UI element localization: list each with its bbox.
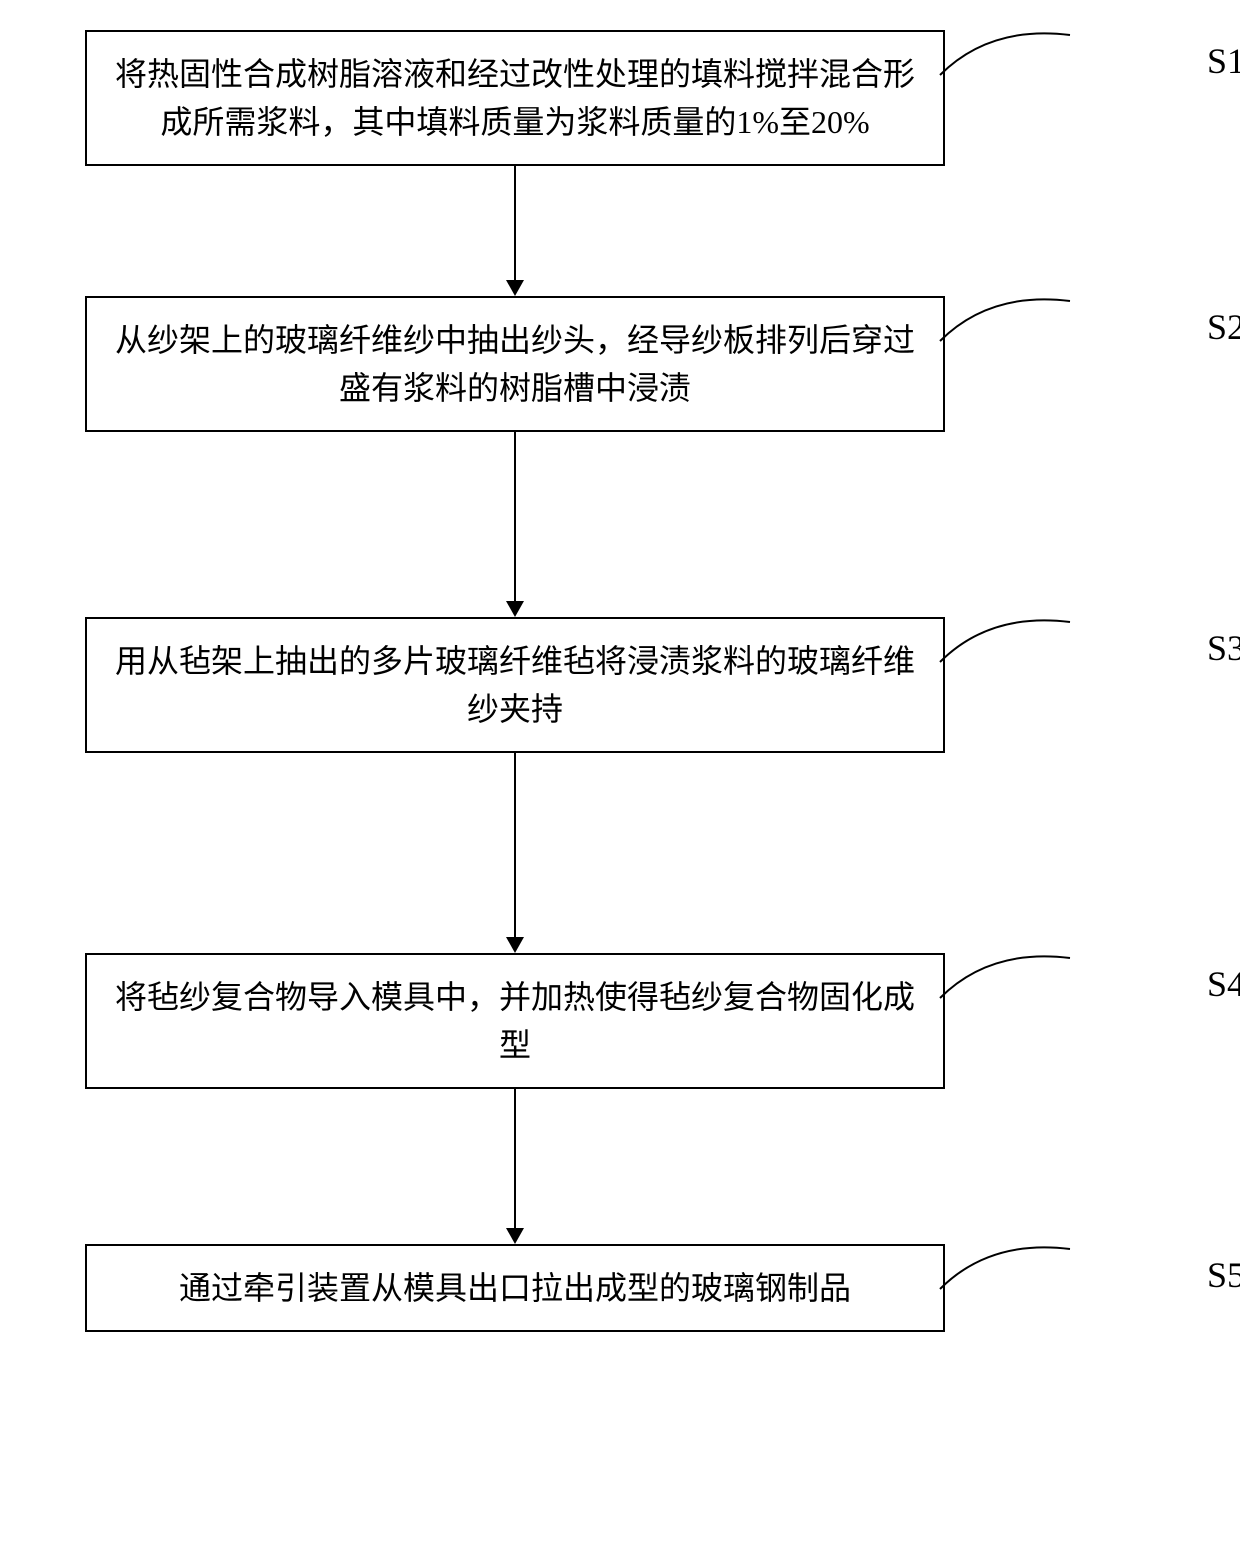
arrow-after-s4: [85, 1089, 945, 1244]
step-label-s1: S1: [1207, 40, 1240, 82]
flow-arrow: [495, 1089, 535, 1244]
flow-arrow: [495, 432, 535, 617]
label-connector: [940, 286, 1090, 356]
arrow-after-s2: [85, 432, 945, 617]
arrow-after-s1: [85, 166, 945, 296]
step-box-s4: 将毡纱复合物导入模具中，并加热使得毡纱复合物固化成型: [85, 953, 945, 1089]
label-connector: [940, 20, 1090, 90]
step-row-s5: 通过牵引装置从模具出口拉出成型的玻璃钢制品S5: [85, 1244, 1155, 1332]
label-connector: [940, 943, 1090, 1013]
flow-arrow: [495, 166, 535, 296]
step-row-s2: 从纱架上的玻璃纤维纱中抽出纱头，经导纱板排列后穿过盛有浆料的树脂槽中浸渍S2: [85, 296, 1155, 432]
step-label-s5: S5: [1207, 1254, 1240, 1296]
step-row-s4: 将毡纱复合物导入模具中，并加热使得毡纱复合物固化成型S4: [85, 953, 1155, 1089]
step-box-s5: 通过牵引装置从模具出口拉出成型的玻璃钢制品: [85, 1244, 945, 1332]
label-connector: [940, 607, 1090, 677]
label-connector: [940, 1234, 1090, 1304]
flow-arrow: [495, 753, 535, 953]
arrow-after-s3: [85, 753, 945, 953]
step-label-s4: S4: [1207, 963, 1240, 1005]
step-row-s1: 将热固性合成树脂溶液和经过改性处理的填料搅拌混合形成所需浆料，其中填料质量为浆料…: [85, 30, 1155, 166]
step-label-s3: S3: [1207, 627, 1240, 669]
step-row-s3: 用从毡架上抽出的多片玻璃纤维毡将浸渍浆料的玻璃纤维纱夹持S3: [85, 617, 1155, 753]
step-box-s1: 将热固性合成树脂溶液和经过改性处理的填料搅拌混合形成所需浆料，其中填料质量为浆料…: [85, 30, 945, 166]
flowchart-container: 将热固性合成树脂溶液和经过改性处理的填料搅拌混合形成所需浆料，其中填料质量为浆料…: [85, 30, 1155, 1332]
step-box-s3: 用从毡架上抽出的多片玻璃纤维毡将浸渍浆料的玻璃纤维纱夹持: [85, 617, 945, 753]
step-box-s2: 从纱架上的玻璃纤维纱中抽出纱头，经导纱板排列后穿过盛有浆料的树脂槽中浸渍: [85, 296, 945, 432]
step-label-s2: S2: [1207, 306, 1240, 348]
